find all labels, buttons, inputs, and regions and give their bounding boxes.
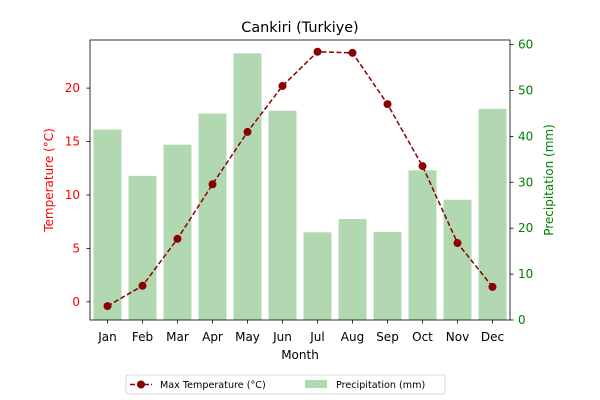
y-right-tick-label: 20 <box>518 221 533 235</box>
y-axis-right-label: Precipitation (mm) <box>542 124 556 236</box>
legend-marker-swatch <box>137 380 145 389</box>
temperature-line <box>107 50 494 307</box>
temp-point-oct <box>418 162 427 171</box>
y-left-tick-label: 10 <box>65 188 80 202</box>
precip-bar-mar <box>163 144 192 320</box>
legend: Max Temperature (°C) Precipitation (mm) <box>125 374 446 395</box>
y-right-tick-label: 10 <box>518 267 533 281</box>
x-tick-label: Jul <box>309 330 324 344</box>
temp-point-feb <box>138 281 147 290</box>
precip-bar-apr <box>198 113 227 320</box>
chart-title: Cankiri (Turkiye) <box>241 20 358 36</box>
y-axis-right: 0 10 20 30 40 50 60 <box>510 38 533 327</box>
temp-point-aug <box>348 48 357 57</box>
precipitation-bars <box>93 53 507 321</box>
temp-point-jun <box>278 81 287 90</box>
precip-bar-oct <box>408 170 437 320</box>
y-right-tick-label: 30 <box>518 175 533 189</box>
legend-bar-swatch <box>305 380 327 388</box>
y-left-tick-label: 20 <box>65 81 80 95</box>
y-right-tick-label: 50 <box>518 83 533 97</box>
temp-point-mar <box>173 234 182 243</box>
x-tick-label: Oct <box>412 330 433 344</box>
temp-point-may <box>243 127 252 136</box>
temp-point-nov <box>453 239 462 248</box>
precip-bar-jan <box>93 129 122 320</box>
x-tick-label: Feb <box>132 330 153 344</box>
plot-frame <box>89 39 511 321</box>
precip-bar-jul <box>303 232 332 320</box>
precip-bar-jun <box>268 110 297 320</box>
temp-point-apr <box>208 180 217 189</box>
temp-point-jan <box>103 302 112 311</box>
x-tick-label: May <box>235 330 260 344</box>
y-left-tick-label: 0 <box>72 295 80 309</box>
precip-bar-feb <box>128 175 157 320</box>
y-left-tick-label: 5 <box>72 241 80 255</box>
x-axis: Jan Feb Mar Apr May Jun Jul Aug Sep Oct Nov Dec <box>97 320 504 344</box>
x-axis-label: Month <box>281 348 319 362</box>
legend-box <box>125 374 446 395</box>
temp-point-jul <box>313 47 322 56</box>
y-axis-left-label: Temperature (°C) <box>42 128 56 233</box>
precip-bar-aug <box>338 219 367 320</box>
precip-bar-may <box>233 53 262 321</box>
x-tick-label: Jan <box>97 330 117 344</box>
legend-label-temperature: Max Temperature (°C) <box>160 380 266 391</box>
x-tick-label: Mar <box>166 330 189 344</box>
x-tick-label: Dec <box>481 330 504 344</box>
temp-point-sep <box>383 100 392 109</box>
y-left-tick-label: 15 <box>65 135 80 149</box>
precip-bar-nov <box>443 199 472 320</box>
y-right-tick-label: 40 <box>518 129 533 143</box>
x-tick-label: Jun <box>272 330 292 344</box>
precip-bar-sep <box>373 231 402 320</box>
x-tick-label: Nov <box>446 330 469 344</box>
y-axis-left: 0 5 10 15 20 <box>65 81 90 309</box>
x-tick-label: Apr <box>202 330 223 344</box>
temp-point-dec <box>488 282 497 291</box>
legend-label-precipitation: Precipitation (mm) <box>336 380 425 391</box>
y-right-tick-label: 60 <box>518 38 533 52</box>
y-right-tick-label: 0 <box>518 313 526 327</box>
x-tick-label: Sep <box>376 330 399 344</box>
x-tick-label: Aug <box>341 330 364 344</box>
temperature-line-layer <box>103 47 497 311</box>
